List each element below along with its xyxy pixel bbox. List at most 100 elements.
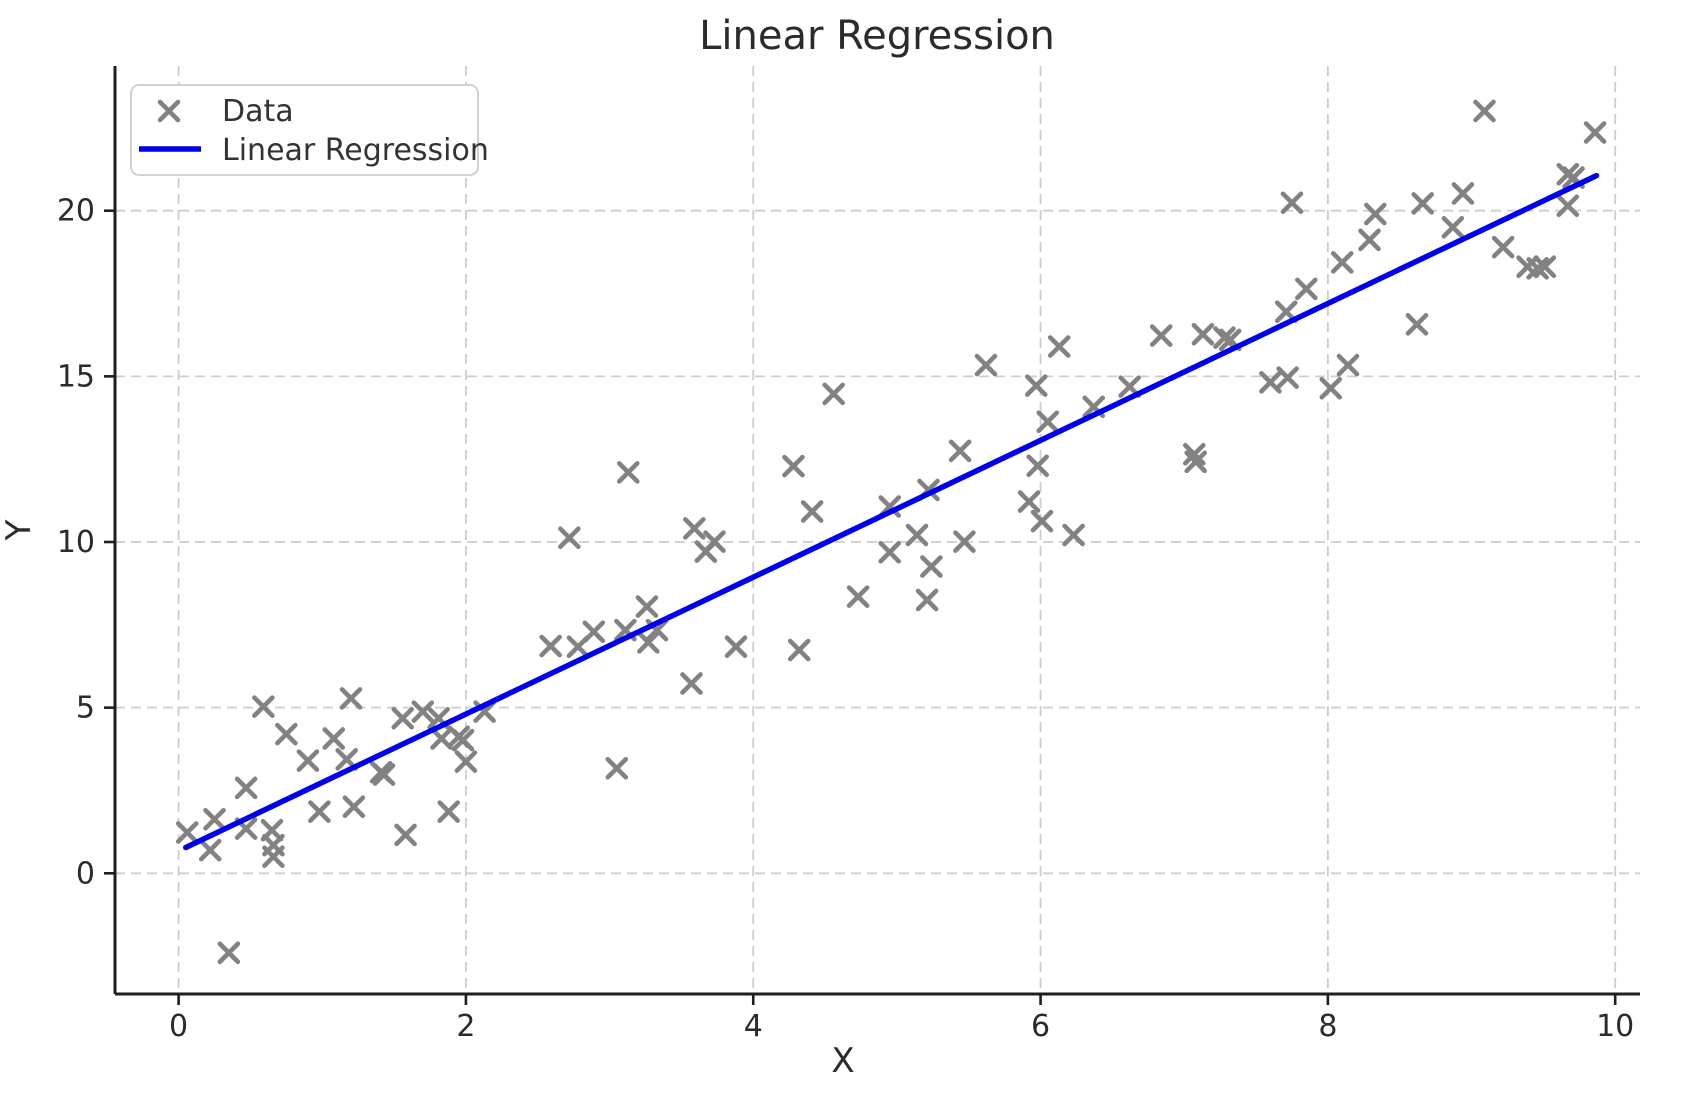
data-point-marker — [198, 838, 222, 862]
data-point-marker — [703, 530, 726, 553]
y-tick-label: 20 — [57, 194, 95, 229]
data-point-marker — [1259, 371, 1282, 394]
data-point-marker — [252, 695, 275, 718]
data-point-marker — [308, 800, 331, 823]
data-point-marker — [296, 749, 320, 772]
data-point-marker — [953, 530, 976, 553]
data-point-marker — [1556, 194, 1580, 218]
data-point-marker — [217, 941, 241, 965]
data-point-marker — [1363, 202, 1387, 226]
data-point-marker — [1358, 228, 1381, 252]
data-point-marker — [1184, 450, 1208, 474]
y-tick-label: 0 — [76, 856, 95, 891]
data-point-marker — [1191, 322, 1215, 346]
grid-layer — [115, 66, 1640, 994]
data-point-marker — [1024, 374, 1048, 397]
data-point-marker — [787, 638, 811, 662]
data-point-marker — [1473, 99, 1496, 123]
ticks-layer: 0 2 4 6 8 10 0 5 10 15 20 — [57, 194, 1634, 1044]
data-point-marker — [203, 807, 226, 831]
data-point-marker — [411, 700, 435, 723]
data-point-marker — [1319, 376, 1343, 400]
data-point-marker — [1583, 121, 1607, 144]
data-point-marker — [1047, 335, 1071, 358]
data-point-marker — [1036, 410, 1060, 434]
data-point-marker — [1411, 192, 1434, 215]
data-point-marker — [1405, 313, 1429, 336]
data-point-marker — [339, 687, 363, 710]
data-point-marker — [582, 620, 606, 644]
data-point-marker — [878, 540, 902, 564]
chart-title: Linear Regression — [699, 13, 1055, 59]
data-point-marker — [905, 523, 929, 547]
data-point-marker — [637, 631, 660, 654]
data-point-marker — [1149, 324, 1173, 347]
legend: Data Linear Regression — [130, 84, 489, 176]
data-point-marker — [454, 750, 478, 773]
data-point-marker — [558, 526, 581, 549]
data-point-marker — [915, 588, 939, 612]
regression-line — [183, 172, 1600, 851]
data-point-marker — [822, 382, 845, 406]
x-tick-label: 6 — [1031, 1009, 1050, 1044]
data-point-marker — [1295, 277, 1318, 301]
x-tick-label: 2 — [456, 1009, 475, 1044]
data-point-marker — [1451, 182, 1475, 205]
data-point-marker — [539, 634, 562, 658]
data-point-marker — [234, 776, 258, 800]
data-point-marker — [605, 756, 629, 780]
data-point-marker — [920, 555, 943, 578]
data-point-marker — [1213, 326, 1236, 349]
data-point-marker — [1030, 509, 1054, 533]
y-axis-label: Y — [0, 519, 39, 541]
data-point-marker — [1062, 523, 1085, 547]
data-point-marker — [1533, 255, 1557, 278]
legend-label-regression: Linear Regression — [222, 133, 489, 168]
regression-line-layer — [183, 172, 1600, 851]
data-point-marker — [683, 517, 706, 540]
legend-label-data: Data — [222, 94, 294, 129]
data-point-marker — [1017, 490, 1041, 513]
data-point-marker — [322, 727, 346, 750]
data-point-marker — [724, 635, 748, 658]
x-axis-label: X — [831, 1041, 854, 1081]
data-point-marker — [1491, 235, 1515, 259]
data-point-marker — [1026, 454, 1049, 478]
legend-marker-x-icon — [157, 99, 181, 123]
y-tick-label: 15 — [57, 359, 95, 394]
data-point-marker — [372, 763, 396, 786]
data-point-marker — [782, 454, 805, 478]
y-tick-label: 5 — [76, 691, 95, 726]
x-tick-label: 10 — [1596, 1009, 1634, 1044]
data-point-marker — [342, 795, 366, 819]
data-point-marker — [616, 461, 640, 484]
data-point-marker — [451, 728, 475, 752]
data-point-marker — [948, 439, 972, 463]
x-tick-label: 4 — [744, 1009, 763, 1044]
data-point-marker — [391, 706, 415, 730]
axes-spines — [113, 66, 1640, 996]
x-tick-label: 8 — [1318, 1009, 1337, 1044]
data-point-marker — [175, 821, 199, 844]
data-point-marker — [262, 845, 285, 869]
x-tick-label: 0 — [169, 1009, 188, 1044]
data-point-marker — [846, 585, 870, 608]
data-point-marker — [1336, 353, 1360, 377]
data-point-marker — [680, 672, 703, 695]
data-point-marker — [1441, 215, 1465, 239]
data-point-marker — [437, 800, 460, 823]
data-point-marker — [800, 500, 824, 523]
data-point-marker — [635, 595, 659, 618]
data-point-marker — [1280, 191, 1304, 215]
data-point-marker — [430, 727, 453, 750]
data-point-marker — [275, 722, 298, 746]
data-point-marker — [394, 823, 417, 847]
data-point-marker — [1330, 251, 1354, 274]
scatter-points-layer — [175, 99, 1607, 965]
legend-box — [130, 84, 479, 176]
y-tick-label: 10 — [57, 525, 95, 560]
data-point-marker — [974, 353, 998, 377]
data-point-marker — [1276, 366, 1299, 389]
